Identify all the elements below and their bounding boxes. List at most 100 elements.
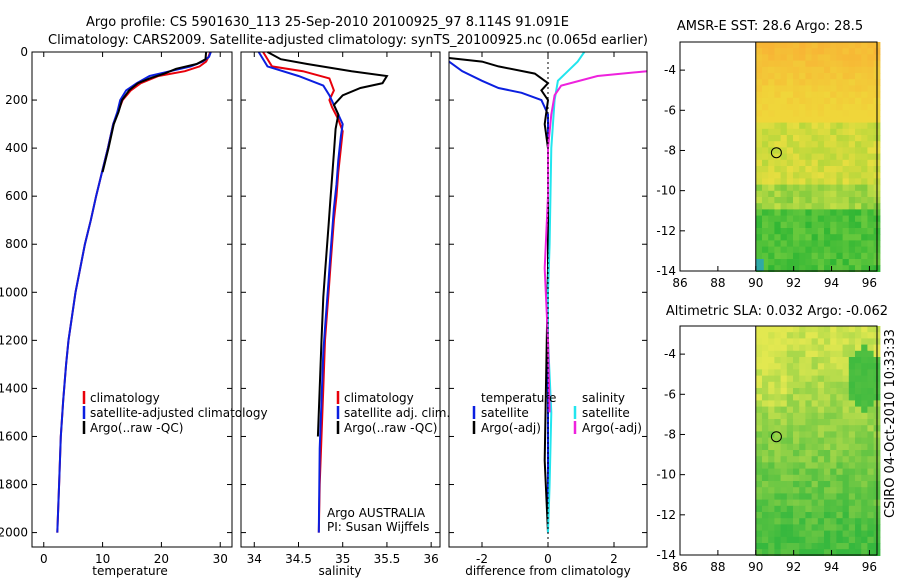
sla-map-cell [774, 450, 782, 457]
sst-map-cell [848, 209, 856, 217]
sst-map-cell [867, 110, 875, 117]
sst-map-cell [811, 116, 819, 124]
sla-map-cell [799, 493, 806, 501]
sla-map-cell [861, 530, 868, 538]
sst-map-cell [762, 110, 769, 117]
sst-map-cell [811, 228, 819, 235]
sst-map-cell [786, 197, 794, 204]
sst-map-cell [762, 228, 769, 235]
sst-map-cell [786, 110, 794, 117]
sla-map-cell [817, 481, 825, 488]
sla-map-cell [824, 338, 831, 346]
sst-map-cell [867, 79, 875, 86]
sst-map-cell [867, 246, 875, 254]
sla-map-cell [793, 338, 800, 346]
sst-map-cell [817, 110, 825, 117]
sla-map-cell [762, 474, 769, 482]
sla-map-cell [848, 350, 856, 358]
sst-map-cell [786, 172, 794, 179]
sla-map-cell [824, 443, 831, 451]
sst-map-cell [817, 153, 825, 161]
sla-map-cell [780, 431, 788, 439]
sst-map-cell [793, 110, 800, 117]
sst-map-cell [824, 265, 831, 272]
sla-map-cell [855, 332, 862, 339]
sst-map-cell [824, 234, 831, 241]
sla-map-cell [774, 406, 782, 414]
sst-map-cell [780, 172, 788, 179]
sst-map-cell [799, 234, 806, 241]
sla-map-cell [817, 512, 825, 519]
sla-map-cell [755, 350, 763, 358]
sla-map-cell [842, 450, 850, 457]
sla-map-cell [805, 487, 813, 494]
sst-map-cell [842, 234, 850, 241]
sst-map-cell [786, 166, 794, 173]
sla-argo-marker [770, 431, 782, 443]
sst-map-cell [836, 128, 844, 136]
sst-map-cell [786, 48, 794, 55]
sst-map-cell [799, 73, 806, 80]
temperature-ytick-label-10: 2000 [0, 526, 28, 540]
sla-map-cell [830, 456, 837, 463]
sst-map-cell [780, 246, 788, 254]
sla-map-cell [780, 505, 788, 513]
sla-map-cell [836, 412, 844, 420]
sla-map-cell [836, 369, 844, 377]
sla-map-cell [848, 524, 856, 532]
sst-map-cell [799, 259, 806, 266]
sla-map-cell [824, 499, 831, 507]
sla-map-cell [817, 400, 825, 408]
sst-map-cell [855, 252, 862, 260]
sst-map-xtick-label-1: 88 [710, 276, 725, 290]
sla-map-cell [830, 518, 837, 525]
sst-map-cell [817, 48, 825, 55]
sst-map-cell [805, 141, 813, 148]
sst-map-cell [768, 54, 775, 62]
sst-map-cell [762, 79, 769, 86]
sla-map-cell [861, 450, 868, 457]
sst-map-cell [805, 228, 813, 235]
sst-map-cell [755, 203, 763, 210]
sst-map-cell [774, 159, 782, 167]
sst-map-cell [793, 79, 800, 86]
sla-map-cell [811, 363, 819, 370]
sst-map-cell [848, 91, 856, 99]
sst-map-cell [867, 122, 875, 130]
sst-map-cell [755, 42, 763, 49]
sla-map-cell [855, 437, 862, 445]
sst-map-cell [817, 91, 825, 99]
sst-map-cell [817, 209, 825, 217]
sla-map-cell [811, 518, 819, 525]
sst-map-cell [848, 54, 856, 62]
sst-map-cell [861, 85, 868, 93]
sst-map-cell [817, 85, 825, 93]
sst-map-cell [755, 135, 763, 142]
sla-map-cell [799, 400, 806, 408]
sla-map-cell [762, 530, 769, 538]
sst-map-cell [780, 234, 788, 241]
sst-map-cell [768, 42, 775, 49]
sst-map-cell [786, 79, 794, 86]
sst-map-cell [793, 259, 800, 266]
sst-map-cell [824, 159, 831, 167]
sla-map-cell [793, 431, 800, 439]
sst-map-cell [793, 42, 800, 49]
sla-map-cell [799, 437, 806, 445]
sla-map-cell [811, 493, 819, 501]
sla-map-cell [855, 344, 862, 352]
sst-map-cell [768, 252, 775, 260]
sst-map-cell [811, 147, 819, 155]
sla-map-cell [836, 524, 844, 532]
sla-map-cell [836, 406, 844, 414]
sla-map-cell [855, 381, 862, 389]
sla-map-cell [762, 412, 769, 420]
sla-map-cell [762, 431, 769, 439]
temperature-series-2 [101, 51, 208, 173]
temperature-series-1 [56, 51, 212, 533]
sla-map-cell [830, 443, 837, 451]
sst-map-cell [836, 209, 844, 217]
sst-map-cell [824, 147, 831, 155]
sst-map-cell [762, 203, 769, 210]
sla-map-cell [786, 456, 794, 463]
